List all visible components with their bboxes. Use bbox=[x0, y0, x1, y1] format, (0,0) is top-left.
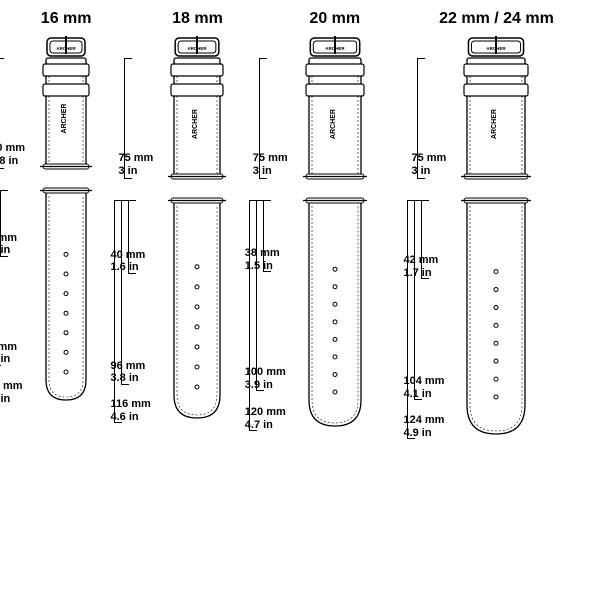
bottom-dimension: 36 mm1.4 in bbox=[0, 232, 17, 257]
size-column: 20 mmARCHERARCHER75 mm3 in38 mm1.5 in100… bbox=[299, 10, 371, 438]
top-strap: ARCHERARCHER75 mm3 in bbox=[457, 36, 535, 182]
bottom-dimension: 120 mm4.7 in bbox=[245, 406, 286, 431]
svg-text:ARCHER: ARCHER bbox=[192, 109, 199, 139]
bottom-strap: 42 mm1.7 in104 mm4.1 in124 mm4.9 in bbox=[457, 196, 535, 438]
size-column: 22 mm / 24 mmARCHERARCHER75 mm3 in42 mm1… bbox=[439, 10, 554, 438]
bottom-dimension: 96 mm3.8 in bbox=[110, 360, 145, 385]
top-dimension: 70 mm2.8 in bbox=[0, 142, 25, 167]
bottom-strap: 38 mm1.5 in100 mm3.9 in120 mm4.7 in bbox=[299, 196, 371, 430]
svg-text:ARCHER: ARCHER bbox=[330, 109, 337, 139]
svg-text:ARCHER: ARCHER bbox=[491, 109, 498, 139]
bottom-dimension: 112 mm4.4 in bbox=[0, 380, 23, 405]
column-header: 18 mm bbox=[172, 10, 223, 28]
top-strap: ARCHERARCHER70 mm2.8 in bbox=[36, 36, 96, 172]
bottom-dimension: 116 mm4.6 in bbox=[110, 398, 150, 423]
bottom-dimension: 124 mm4.9 in bbox=[403, 414, 444, 439]
top-strap: ARCHERARCHER75 mm3 in bbox=[164, 36, 230, 182]
bottom-dimension: 40 mm1.6 in bbox=[110, 249, 145, 274]
top-dimension: 75 mm3 in bbox=[411, 152, 446, 177]
column-header: 22 mm / 24 mm bbox=[439, 10, 554, 28]
svg-text:ARCHER: ARCHER bbox=[188, 46, 208, 51]
size-column: 16 mmARCHERARCHER70 mm2.8 in36 mm1.4 in9… bbox=[36, 10, 96, 438]
top-dimension: 75 mm3 in bbox=[118, 152, 153, 177]
bottom-dimension: 92 mm3.6 in bbox=[0, 341, 17, 366]
size-chart: 16 mmARCHERARCHER70 mm2.8 in36 mm1.4 in9… bbox=[0, 0, 590, 448]
top-dimension: 75 mm3 in bbox=[253, 152, 288, 177]
bottom-strap: 40 mm1.6 in96 mm3.8 in116 mm4.6 in bbox=[164, 196, 230, 422]
svg-text:ARCHER: ARCHER bbox=[487, 46, 507, 51]
bottom-strap: 36 mm1.4 in92 mm3.6 in112 mm4.4 in bbox=[36, 186, 96, 404]
bottom-dimension: 42 mm1.7 in bbox=[403, 254, 438, 279]
bottom-dimension: 100 mm3.9 in bbox=[245, 366, 286, 391]
column-header: 16 mm bbox=[41, 10, 92, 28]
svg-text:ARCHER: ARCHER bbox=[61, 104, 68, 134]
svg-text:ARCHER: ARCHER bbox=[57, 46, 77, 51]
column-header: 20 mm bbox=[309, 10, 360, 28]
top-strap: ARCHERARCHER75 mm3 in bbox=[299, 36, 371, 182]
size-column: 18 mmARCHERARCHER75 mm3 in40 mm1.6 in96 … bbox=[164, 10, 230, 438]
bottom-dimension: 38 mm1.5 in bbox=[245, 247, 280, 272]
bottom-dimension: 104 mm4.1 in bbox=[403, 375, 444, 400]
svg-text:ARCHER: ARCHER bbox=[325, 46, 345, 51]
